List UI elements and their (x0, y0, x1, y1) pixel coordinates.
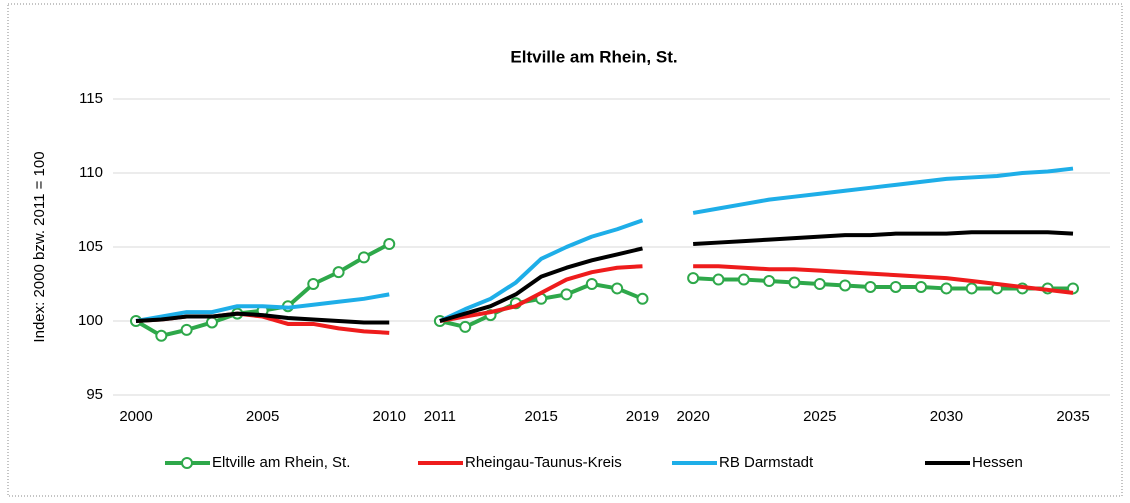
series-marker (687, 272, 700, 285)
series-marker (357, 251, 370, 264)
series-marker (965, 282, 978, 295)
y-tick-label: 110 (79, 164, 103, 181)
series-marker (915, 280, 928, 293)
series-marker (788, 276, 801, 289)
chart-title: Eltville am Rhein, St. (510, 47, 677, 66)
x-tick-label: 2010 (373, 408, 406, 425)
y-tick-label: 100 (78, 312, 103, 329)
x-tick-label: 2011 (424, 408, 456, 425)
legend-label: Rheingau-Taunus-Kreis (465, 454, 622, 471)
series-marker (940, 282, 953, 295)
series-marker (205, 316, 218, 329)
series-marker (307, 278, 320, 290)
series-marker (155, 329, 168, 342)
series-marker (864, 280, 877, 293)
series-marker (611, 282, 624, 295)
legend-marker (181, 457, 193, 469)
series-marker (560, 288, 573, 301)
y-tick-label: 95 (86, 386, 103, 403)
series-marker (636, 292, 649, 305)
series-marker (889, 280, 902, 293)
series-marker (459, 320, 472, 333)
x-tick-label: 2035 (1056, 408, 1089, 425)
x-tick-label: 2000 (119, 408, 152, 425)
series-marker (737, 273, 750, 286)
series-line (135, 166, 1074, 323)
series-marker (585, 278, 598, 290)
series-marker (712, 273, 725, 286)
x-tick-label: 2019 (626, 408, 659, 425)
series-line (135, 230, 1074, 325)
x-tick-label: 2020 (676, 408, 709, 425)
series-marker (383, 238, 396, 251)
series-marker (180, 323, 193, 336)
frame (7, 3, 1123, 497)
legend-label: Hessen (972, 454, 1023, 471)
x-tick-label: 2005 (246, 408, 279, 425)
series-marker (813, 278, 826, 290)
series-marker (839, 279, 852, 292)
legend-label: Eltville am Rhein, St. (212, 454, 350, 471)
y-tick-label: 115 (79, 90, 103, 107)
y-tick-label: 105 (78, 238, 103, 255)
legend-label: RB Darmstadt (719, 454, 814, 471)
x-tick-label: 2025 (803, 408, 836, 425)
series-marker (332, 266, 345, 279)
y-axis-label: Index: 2000 bzw. 2011 = 100 (31, 151, 48, 342)
series-marker (763, 275, 776, 288)
series-line (135, 264, 1074, 335)
x-tick-label: 2015 (525, 408, 558, 425)
x-tick-label: 2030 (930, 408, 963, 425)
